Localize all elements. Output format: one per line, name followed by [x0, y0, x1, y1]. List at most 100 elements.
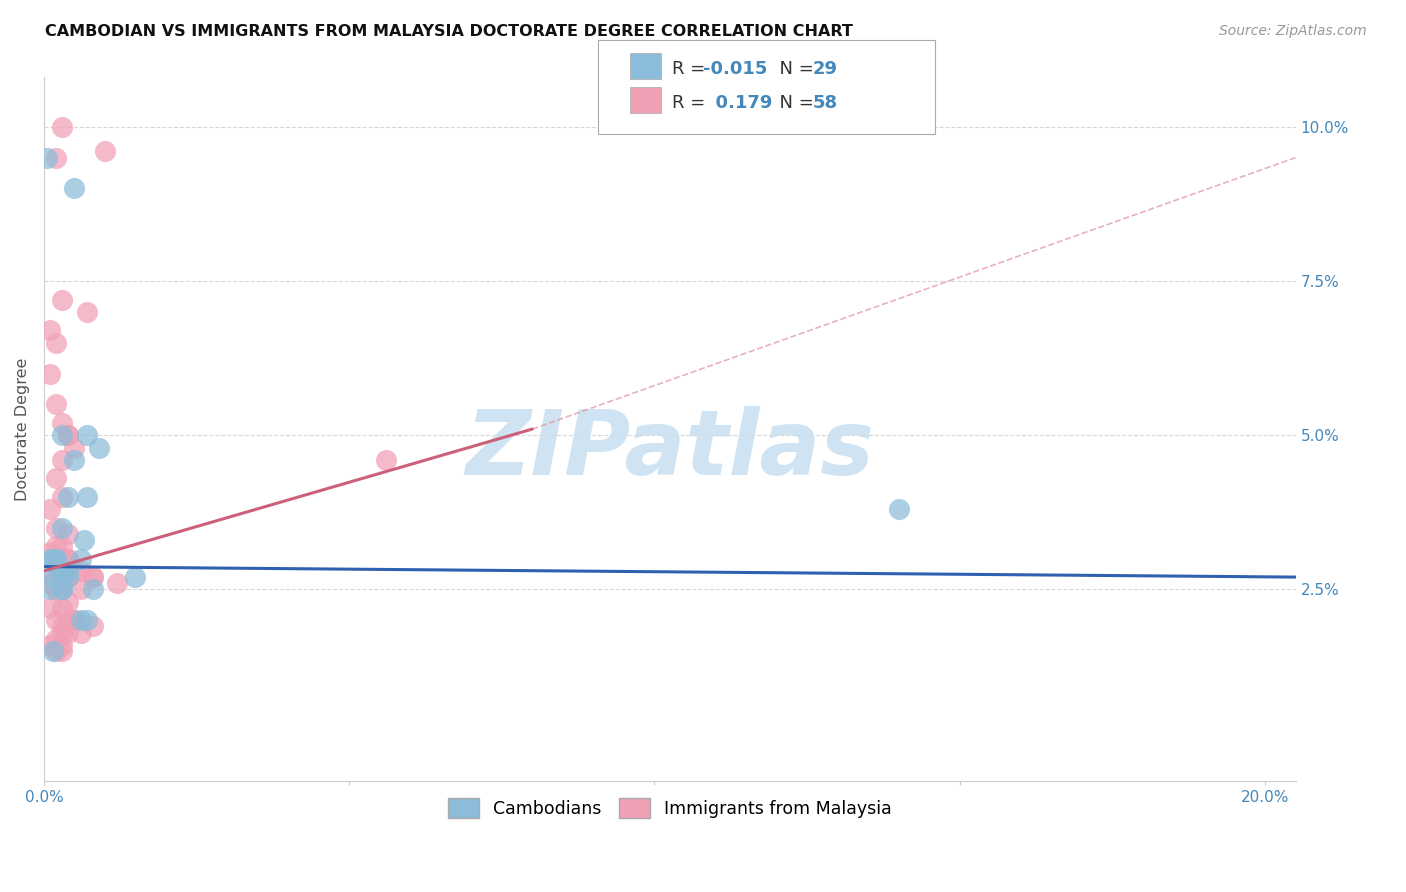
- Point: [51, 428, 73, 442]
- Text: ZIPatlas: ZIPatlas: [465, 406, 875, 494]
- Point: [58, 551, 80, 566]
- Point: [39, 638, 62, 652]
- Point: [94, 145, 117, 159]
- Point: [45, 551, 67, 566]
- Text: -0.015: -0.015: [703, 60, 768, 78]
- Point: [58, 595, 80, 609]
- Point: [51, 564, 73, 578]
- Text: R =: R =: [672, 60, 711, 78]
- Point: [58, 428, 80, 442]
- Point: [39, 582, 62, 597]
- Point: [58, 570, 80, 584]
- Point: [76, 613, 98, 627]
- Y-axis label: Doctorate Degree: Doctorate Degree: [15, 358, 30, 500]
- Point: [51, 619, 73, 633]
- Point: [58, 613, 80, 627]
- Text: CAMBODIAN VS IMMIGRANTS FROM MALAYSIA DOCTORATE DEGREE CORRELATION CHART: CAMBODIAN VS IMMIGRANTS FROM MALAYSIA DO…: [45, 24, 853, 39]
- Point: [51, 453, 73, 467]
- Point: [69, 613, 91, 627]
- Point: [87, 441, 110, 455]
- Point: [45, 613, 67, 627]
- Point: [39, 367, 62, 381]
- Point: [51, 644, 73, 658]
- Point: [45, 551, 67, 566]
- Point: [69, 582, 91, 597]
- Point: [63, 613, 86, 627]
- Point: [39, 576, 62, 591]
- Point: [69, 551, 91, 566]
- Point: [58, 625, 80, 640]
- Text: N =: N =: [768, 60, 820, 78]
- Point: [63, 181, 86, 195]
- Point: [51, 490, 73, 504]
- Point: [51, 582, 73, 597]
- Point: [45, 582, 67, 597]
- Point: [58, 570, 80, 584]
- Point: [887, 502, 910, 516]
- Point: [39, 551, 62, 566]
- Point: [51, 521, 73, 535]
- Point: [51, 539, 73, 553]
- Text: R =: R =: [672, 94, 711, 112]
- Point: [45, 582, 67, 597]
- Point: [45, 644, 67, 658]
- Point: [63, 453, 86, 467]
- Point: [45, 551, 67, 566]
- Point: [76, 490, 98, 504]
- Point: [58, 551, 80, 566]
- Point: [35, 151, 58, 165]
- Text: 0.179: 0.179: [703, 94, 772, 112]
- Point: [51, 120, 73, 134]
- Point: [51, 582, 73, 597]
- Text: Source: ZipAtlas.com: Source: ZipAtlas.com: [1219, 24, 1367, 38]
- Point: [105, 576, 128, 591]
- Point: [374, 453, 396, 467]
- Point: [63, 613, 86, 627]
- Text: 58: 58: [813, 94, 838, 112]
- Point: [48, 564, 70, 578]
- Point: [45, 539, 67, 553]
- Point: [51, 582, 73, 597]
- Point: [42, 551, 65, 566]
- Point: [45, 397, 67, 411]
- Point: [51, 638, 73, 652]
- Point: [58, 490, 80, 504]
- Text: 29: 29: [813, 60, 838, 78]
- Point: [51, 416, 73, 430]
- Point: [51, 551, 73, 566]
- Point: [45, 521, 67, 535]
- Point: [69, 625, 91, 640]
- Point: [58, 564, 80, 578]
- Point: [51, 625, 73, 640]
- Point: [82, 570, 104, 584]
- Point: [58, 428, 80, 442]
- Point: [72, 533, 94, 547]
- Point: [69, 564, 91, 578]
- Point: [39, 502, 62, 516]
- Point: [39, 601, 62, 615]
- Point: [82, 582, 104, 597]
- Point: [124, 570, 146, 584]
- Point: [42, 644, 65, 658]
- Point: [63, 441, 86, 455]
- Point: [45, 632, 67, 646]
- Point: [82, 619, 104, 633]
- Point: [58, 527, 80, 541]
- Point: [51, 564, 73, 578]
- Point: [39, 545, 62, 559]
- Point: [51, 293, 73, 307]
- Text: N =: N =: [768, 94, 820, 112]
- Point: [76, 428, 98, 442]
- Legend: Cambodians, Immigrants from Malaysia: Cambodians, Immigrants from Malaysia: [441, 791, 898, 825]
- Point: [76, 305, 98, 319]
- Point: [51, 564, 73, 578]
- Point: [45, 471, 67, 485]
- Point: [39, 323, 62, 337]
- Point: [45, 151, 67, 165]
- Point: [82, 570, 104, 584]
- Point: [45, 335, 67, 350]
- Point: [45, 570, 67, 584]
- Point: [51, 601, 73, 615]
- Point: [63, 564, 86, 578]
- Point: [42, 570, 65, 584]
